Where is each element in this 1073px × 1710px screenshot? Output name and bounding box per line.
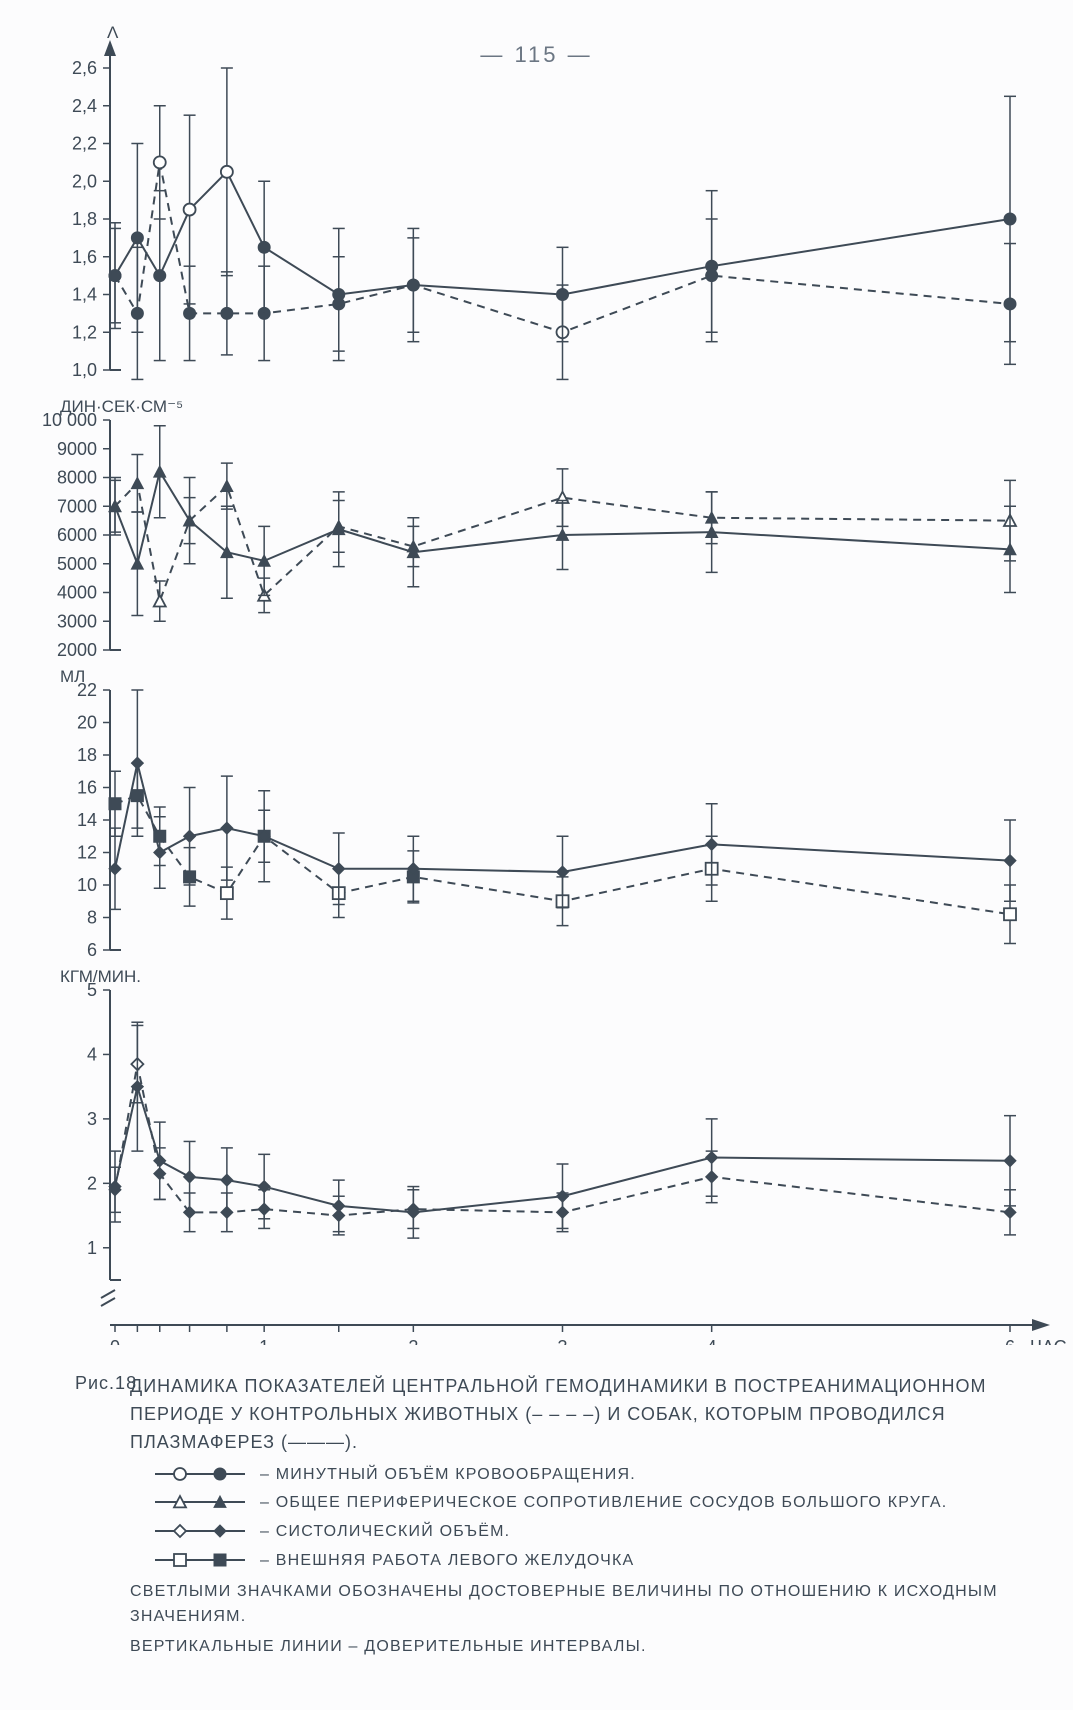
svg-text:1,4: 1,4 xyxy=(72,285,97,305)
legend-row: – МИНУТНЫЙ ОБЪЁМ КРОВООБРАЩЕНИЯ. xyxy=(150,1463,1033,1488)
svg-text:10: 10 xyxy=(77,875,97,895)
legend-text: – СИСТОЛИЧЕСКИЙ ОБЪЁМ. xyxy=(260,1520,1033,1545)
caption-note1: СВЕТЛЫМИ ЗНАЧКАМИ ОБОЗНАЧЕНЫ ДОСТОВЕРНЫЕ… xyxy=(130,1580,1033,1630)
svg-text:8: 8 xyxy=(87,908,97,928)
legend-swatch xyxy=(150,1463,260,1485)
chart-svg: 1,01,21,41,61,82,02,22,42,6Λ200030004000… xyxy=(0,0,1073,1345)
legend-row: – СИСТОЛИЧЕСКИЙ ОБЪЁМ. xyxy=(150,1520,1033,1545)
svg-text:КГМ/МИН.: КГМ/МИН. xyxy=(60,967,141,986)
legend-text: – МИНУТНЫЙ ОБЪЁМ КРОВООБРАЩЕНИЯ. xyxy=(260,1463,1033,1488)
legend-swatch xyxy=(150,1491,260,1513)
svg-text:16: 16 xyxy=(77,778,97,798)
svg-text:2000: 2000 xyxy=(57,640,97,660)
svg-text:2,2: 2,2 xyxy=(72,134,97,154)
caption-note2: ВЕРТИКАЛЬНЫЕ ЛИНИИ – ДОВЕРИТЕЛЬНЫЕ ИНТЕР… xyxy=(130,1635,1033,1660)
svg-text:3000: 3000 xyxy=(57,611,97,631)
svg-text:6: 6 xyxy=(87,940,97,960)
svg-text:6: 6 xyxy=(1005,1337,1015,1345)
svg-text:2,0: 2,0 xyxy=(72,171,97,191)
svg-text:3: 3 xyxy=(557,1337,567,1345)
svg-text:1: 1 xyxy=(87,1238,97,1258)
svg-text:12: 12 xyxy=(77,843,97,863)
svg-text:ДИН·СЕК·СМ⁻⁵: ДИН·СЕК·СМ⁻⁵ xyxy=(60,397,183,416)
svg-text:0: 0 xyxy=(110,1337,120,1345)
legend-row: – ОБЩЕЕ ПЕРИФЕРИЧЕСКОЕ СОПРОТИВЛЕНИЕ СОС… xyxy=(150,1491,1033,1516)
svg-text:6000: 6000 xyxy=(57,525,97,545)
figure-page: { "page_number": "— 115 —", "figure_labe… xyxy=(0,0,1073,1710)
svg-text:2,4: 2,4 xyxy=(72,96,97,116)
legend-swatch xyxy=(150,1520,260,1542)
svg-text:1,6: 1,6 xyxy=(72,247,97,267)
svg-text:5000: 5000 xyxy=(57,554,97,574)
svg-text:МЛ: МЛ xyxy=(60,667,85,686)
svg-text:8000: 8000 xyxy=(57,468,97,488)
svg-text:1,8: 1,8 xyxy=(72,209,97,229)
svg-text:1,0: 1,0 xyxy=(72,360,97,380)
legend-text: – ВНЕШНЯЯ РАБОТА ЛЕВОГО ЖЕЛУДОЧКА xyxy=(260,1549,1033,1574)
svg-text:ЧАС.: ЧАС. xyxy=(1030,1337,1072,1345)
svg-text:2: 2 xyxy=(408,1337,418,1345)
svg-text:14: 14 xyxy=(77,810,97,830)
svg-text:Λ: Λ xyxy=(107,23,119,42)
svg-text:3: 3 xyxy=(87,1109,97,1129)
svg-text:4: 4 xyxy=(87,1044,97,1064)
caption-main: ДИНАМИКА ПОКАЗАТЕЛЕЙ ЦЕНТРАЛЬНОЙ ГЕМОДИН… xyxy=(130,1373,1033,1457)
svg-text:7000: 7000 xyxy=(57,496,97,516)
legend-row: – ВНЕШНЯЯ РАБОТА ЛЕВОГО ЖЕЛУДОЧКА xyxy=(150,1549,1033,1574)
page-number: — 115 — xyxy=(0,42,1073,68)
svg-text:2: 2 xyxy=(87,1173,97,1193)
legend-swatch xyxy=(150,1549,260,1571)
svg-text:20: 20 xyxy=(77,713,97,733)
svg-text:1: 1 xyxy=(259,1337,269,1345)
svg-text:18: 18 xyxy=(77,745,97,765)
legend: – МИНУТНЫЙ ОБЪЁМ КРОВООБРАЩЕНИЯ. – ОБЩЕЕ … xyxy=(150,1463,1033,1574)
svg-text:1,2: 1,2 xyxy=(72,322,97,342)
legend-text: – ОБЩЕЕ ПЕРИФЕРИЧЕСКОЕ СОПРОТИВЛЕНИЕ СОС… xyxy=(260,1491,1033,1516)
svg-text:9000: 9000 xyxy=(57,439,97,459)
caption-block: ДИНАМИКА ПОКАЗАТЕЛЕЙ ЦЕНТРАЛЬНОЙ ГЕМОДИН… xyxy=(130,1373,1033,1660)
svg-text:4000: 4000 xyxy=(57,583,97,603)
svg-text:4: 4 xyxy=(707,1337,717,1345)
